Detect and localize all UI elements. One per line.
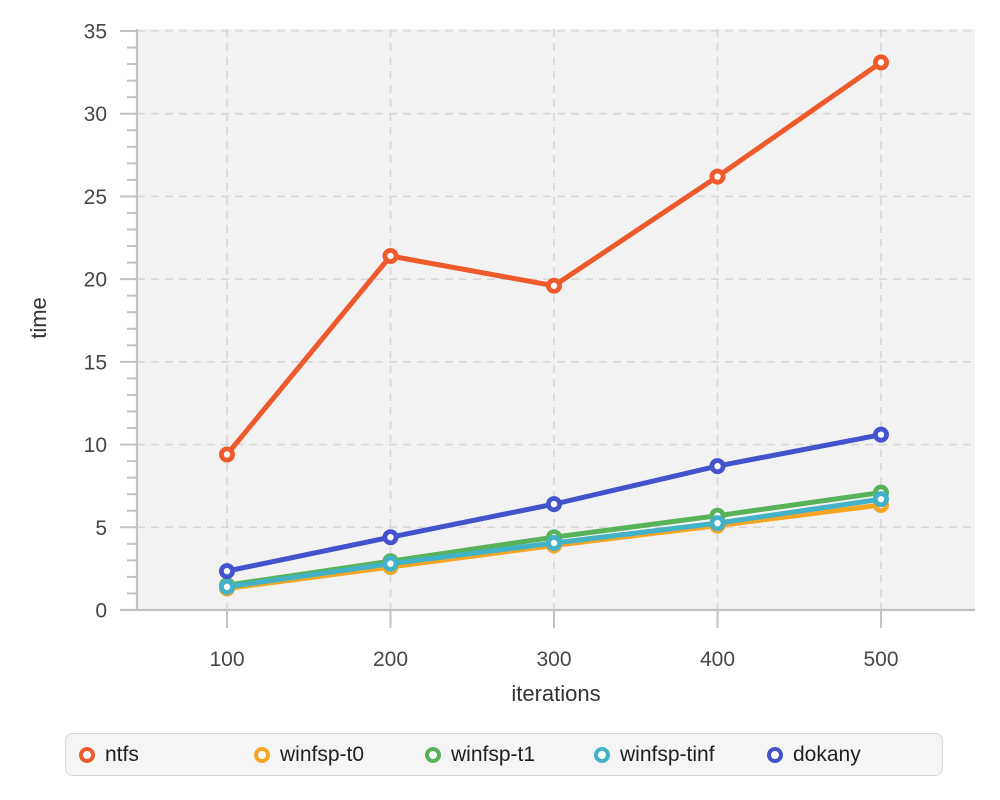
x-tick-label: 100 xyxy=(209,648,244,671)
legend-item-ntfs[interactable]: ntfs xyxy=(79,743,139,767)
data-point-marker xyxy=(546,496,563,513)
legend: ntfs winfsp-t0 winfsp-t1 winfsp-tinf dokany xyxy=(65,733,943,776)
series-ntfs xyxy=(218,54,890,463)
y-tick-label: 20 xyxy=(84,269,107,292)
legend-marker-icon xyxy=(79,746,95,763)
data-point-marker xyxy=(382,529,399,546)
series-dokany xyxy=(218,426,890,580)
data-series xyxy=(218,54,890,597)
plot-background xyxy=(137,29,975,610)
x-tick-label: 400 xyxy=(700,648,735,671)
legend-marker-icon xyxy=(254,746,270,763)
data-point-marker xyxy=(218,563,235,580)
legend-marker-icon xyxy=(425,746,441,763)
y-tick-label: 35 xyxy=(84,21,107,44)
series-winfsp-tinf xyxy=(218,491,890,595)
data-point-marker xyxy=(218,578,235,595)
data-point-marker xyxy=(382,247,399,264)
x-tick-label: 500 xyxy=(863,648,898,671)
data-point-marker xyxy=(546,277,563,294)
data-point-marker xyxy=(218,446,235,463)
y-tick-label: 5 xyxy=(95,517,107,540)
legend-label: winfsp-t0 xyxy=(280,742,365,766)
legend-label: winfsp-t1 xyxy=(451,742,536,766)
x-tick-label: 300 xyxy=(536,648,571,671)
legend-label: ntfs xyxy=(105,742,139,766)
data-point-marker xyxy=(382,555,399,572)
y-tick-label: 15 xyxy=(84,351,107,374)
legend-marker-icon xyxy=(594,746,610,763)
legend-item-dokany[interactable]: dokany xyxy=(767,743,861,767)
tick-labels: 0 5 10 15 20 25 30 35 100 200 300 400 500 xyxy=(84,21,899,672)
x-axis-title: iterations xyxy=(511,681,600,706)
y-axis-title: time xyxy=(26,297,51,339)
y-tick-label: 25 xyxy=(84,186,107,209)
y-tick-label: 0 xyxy=(95,600,107,623)
legend-label: winfsp-tinf xyxy=(620,742,715,766)
y-tick-label: 10 xyxy=(84,434,107,457)
data-point-marker xyxy=(709,168,726,185)
chart-area: 0 5 10 15 20 25 30 35 100 200 300 400 500 time itera… xyxy=(26,21,975,706)
legend-item-winfsp-tinf[interactable]: winfsp-tinf xyxy=(594,743,715,767)
data-point-marker xyxy=(709,458,726,475)
legend-item-winfsp-t1[interactable]: winfsp-t1 xyxy=(425,743,535,767)
y-tick-label: 30 xyxy=(84,103,107,126)
data-point-marker xyxy=(709,515,726,532)
axes xyxy=(120,29,975,628)
data-point-marker xyxy=(873,54,890,71)
line-chart: 0 5 10 15 20 25 30 35 100 200 300 400 500 time itera… xyxy=(26,21,975,706)
plot-bg-rect xyxy=(137,29,975,610)
data-point-marker xyxy=(546,535,563,552)
legend-item-winfsp-t0[interactable]: winfsp-t0 xyxy=(254,743,364,767)
data-point-marker xyxy=(873,426,890,443)
data-point-marker xyxy=(873,491,890,508)
legend-label: dokany xyxy=(793,742,861,766)
x-tick-label: 200 xyxy=(373,648,408,671)
legend-marker-icon xyxy=(767,746,783,763)
